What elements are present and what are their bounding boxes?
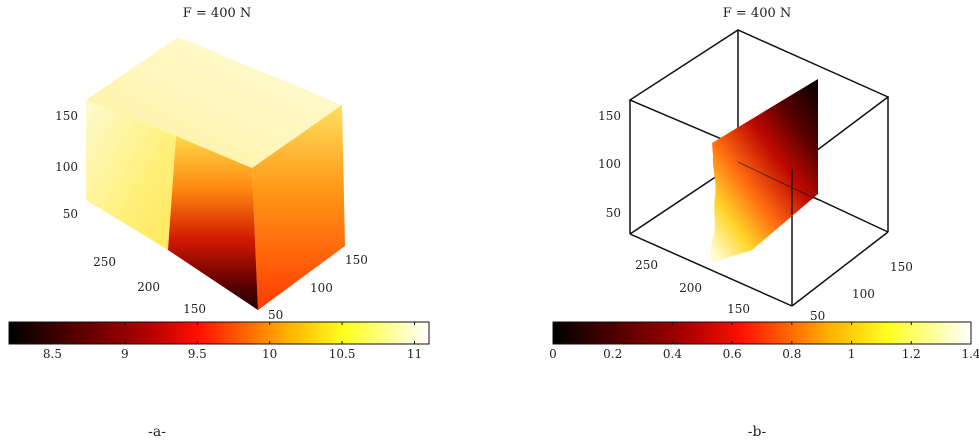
z-tick: 100 bbox=[598, 157, 621, 171]
colorbar-tick-label: 1.4 bbox=[961, 347, 979, 361]
x-tick: 100 bbox=[310, 281, 333, 295]
cube-a bbox=[86, 37, 345, 310]
colorbar-tick-label: 10.5 bbox=[329, 347, 356, 361]
y-tick: 250 bbox=[635, 258, 658, 272]
colorbar-tick-label: 11 bbox=[407, 347, 422, 361]
colorbar-gradient bbox=[8, 321, 430, 345]
colorbar-tick-label: 1 bbox=[848, 347, 856, 361]
caption-a: -a- bbox=[148, 424, 166, 440]
panel-a: F = 400 N 150 100 50 250 200 150 150 100… bbox=[8, 6, 430, 440]
x-axis-b: 150 100 50 bbox=[810, 260, 913, 323]
z-tick: 50 bbox=[63, 207, 78, 221]
x-tick: 50 bbox=[810, 309, 825, 323]
chart-title-a: F = 400 N bbox=[183, 6, 252, 21]
x-tick: 50 bbox=[268, 308, 283, 322]
colorbar-tick-label: 0.8 bbox=[782, 347, 801, 361]
colorbar-gradient bbox=[552, 321, 972, 345]
y-tick: 150 bbox=[727, 302, 750, 316]
y-axis-a: 250 200 150 bbox=[93, 255, 206, 316]
colorbar-tick-label: 10 bbox=[262, 347, 277, 361]
x-axis-a: 150 100 50 bbox=[268, 253, 368, 322]
panel-b: F = 400 N 150 100 50 250 200 150 bbox=[549, 6, 979, 440]
caption-b: -b- bbox=[748, 424, 767, 440]
colorbar-tick-label: 9 bbox=[121, 347, 129, 361]
colorbar-tick-label: 0.2 bbox=[603, 347, 622, 361]
colorbar-tick-label: 0.6 bbox=[723, 347, 742, 361]
chart-title-b: F = 400 N bbox=[723, 6, 792, 21]
slice-b bbox=[710, 79, 818, 262]
colorbar-tick-label: 0 bbox=[549, 347, 557, 361]
colorbar-b: 0 0.2 0.4 0.6 0.8 1 1.2 1.4 bbox=[549, 321, 979, 361]
y-tick: 250 bbox=[93, 255, 116, 269]
y-tick: 200 bbox=[679, 281, 702, 295]
x-tick: 150 bbox=[345, 253, 368, 267]
z-axis-b: 150 100 50 bbox=[598, 109, 621, 220]
y-tick: 200 bbox=[137, 280, 160, 294]
colorbar-tick-label: 1.2 bbox=[902, 347, 921, 361]
x-tick: 150 bbox=[890, 260, 913, 274]
cut-face bbox=[168, 136, 258, 310]
z-tick: 150 bbox=[598, 109, 621, 123]
x-tick: 100 bbox=[852, 287, 875, 301]
y-axis-b: 250 200 150 bbox=[635, 258, 750, 316]
z-tick: 100 bbox=[55, 160, 78, 174]
right-face bbox=[252, 105, 345, 310]
top-face bbox=[86, 37, 342, 168]
box-edge-front bbox=[737, 161, 819, 201]
colorbar-tick-label: 8.5 bbox=[43, 347, 62, 361]
colorbar-tick-label: 9.5 bbox=[188, 347, 207, 361]
colorbar-a: 8.5 9 9.5 10 10.5 11 bbox=[8, 321, 430, 361]
z-axis-a: 150 100 50 bbox=[55, 109, 78, 221]
z-tick: 50 bbox=[606, 206, 621, 220]
left-face bbox=[86, 100, 176, 250]
box-edge bbox=[629, 233, 793, 307]
box-edge bbox=[791, 231, 889, 307]
colorbar-tick-label: 0.4 bbox=[663, 347, 682, 361]
y-tick: 150 bbox=[183, 302, 206, 316]
z-tick: 150 bbox=[55, 109, 78, 123]
